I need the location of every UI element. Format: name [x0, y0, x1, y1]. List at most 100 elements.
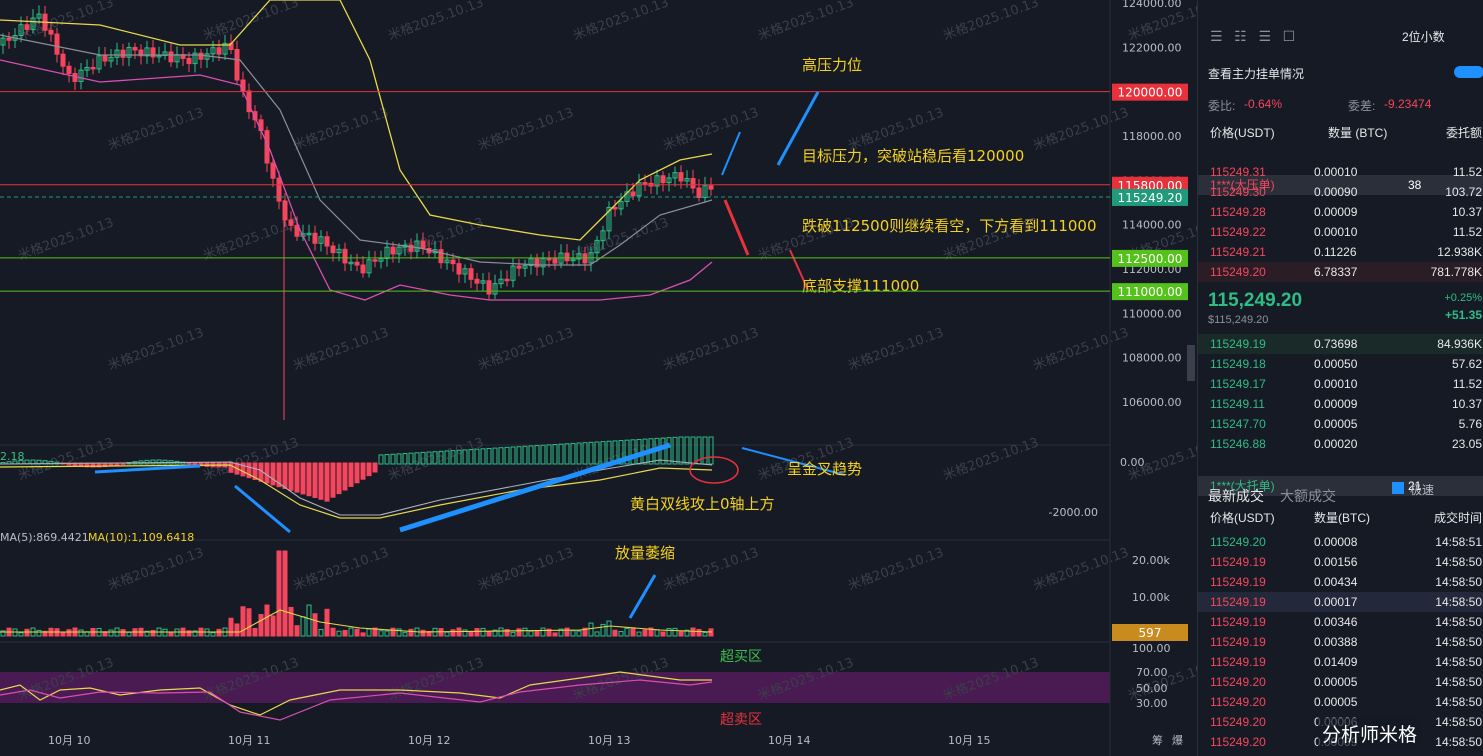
book-row[interactable]: 115249.17 0.00010 11.52: [1198, 374, 1483, 394]
checkbox[interactable]: [1392, 482, 1404, 494]
axis-label: -2000.00: [1049, 506, 1098, 519]
candle: [366, 259, 372, 274]
candle: [126, 46, 132, 58]
candle: [654, 175, 660, 187]
macd-bar: [564, 443, 570, 465]
book-row[interactable]: 115249.19 0.00156 14:58:50: [1198, 552, 1483, 572]
cell: 115249.19: [1210, 615, 1266, 629]
volume-bar: [600, 623, 606, 637]
decimals[interactable]: 2位小数: [1402, 30, 1445, 44]
candle: [630, 191, 636, 197]
price-tag: [1112, 249, 1188, 267]
book-row[interactable]: 115249.11 0.00009 10.37: [1198, 394, 1483, 414]
candle: [348, 261, 354, 265]
candle: [132, 46, 138, 51]
candle: [96, 55, 102, 70]
cell: 14:58:50: [1435, 695, 1482, 709]
macd-bar: [528, 445, 534, 465]
fast[interactable]: 极速: [1410, 483, 1435, 497]
volume-bar: [246, 608, 252, 637]
book-row[interactable]: 115249.20 6.78337 781.778K: [1198, 262, 1483, 282]
book-row[interactable]: 115249.20 0.00005 14:58:50: [1198, 672, 1483, 692]
cell: 0.73698: [1314, 337, 1358, 351]
book-row[interactable]: 115249.30 0.00090 103.72: [1198, 182, 1483, 202]
book-row[interactable]: 115249.31 0.00010 11.52: [1198, 162, 1483, 182]
candle: [72, 72, 78, 82]
book-row[interactable]: 115249.19 0.00346 14:58:50: [1198, 612, 1483, 632]
book-row[interactable]: 115249.22 0.00010 11.52: [1198, 222, 1483, 242]
volume-bar: [684, 629, 690, 637]
volume-bar: [522, 627, 528, 637]
volume-bar: [60, 631, 66, 637]
price-tag: [1112, 188, 1188, 206]
annotation: 放量萎缩: [615, 544, 675, 562]
candle: [534, 258, 540, 268]
book-row[interactable]: 115249.19 0.00017 14:58:50: [1198, 592, 1483, 612]
axis-label: 10.00k: [1132, 591, 1170, 604]
volume-bar: [546, 628, 552, 637]
tab[interactable]: 大额成交: [1280, 488, 1336, 504]
macd-bar: [306, 462, 312, 497]
cell: 14:58:50: [1435, 575, 1482, 589]
book-row[interactable]: 115249.20 0.00008 14:58:51: [1198, 532, 1483, 552]
change-pct: +0.25%: [1444, 292, 1482, 304]
header: 价格(USDT) 数量 (BTC) 委托额: [1210, 126, 1482, 140]
volume-bar: [558, 628, 564, 637]
volume-bar: [276, 550, 282, 637]
macd-bar: [192, 462, 198, 466]
candle: [660, 175, 666, 184]
ratio: -0.64%: [1244, 97, 1283, 111]
corner[interactable]: 筹: [1152, 733, 1163, 747]
book-row[interactable]: 115249.18 0.00050 57.62: [1198, 354, 1483, 374]
candle: [612, 206, 618, 210]
cell: 11.52: [1452, 165, 1482, 179]
volume-bar: [588, 622, 594, 637]
corner[interactable]: 爆: [1172, 733, 1183, 747]
macd-bar: [264, 462, 270, 484]
candle: [18, 24, 24, 37]
volume-bar: [168, 632, 174, 637]
arrow: [234, 484, 291, 534]
tab-icons[interactable]: ☰ ☷ ☰ ☐: [1210, 28, 1296, 44]
tab[interactable]: 最新成交: [1208, 488, 1264, 504]
cell: 115249.20: [1210, 535, 1266, 549]
book-row[interactable]: 115249.19 0.01409 14:58:50: [1198, 652, 1483, 672]
volume-bar: [312, 613, 318, 637]
volume-bar: [624, 627, 630, 637]
book-row[interactable]: 115249.28 0.00009 10.37: [1198, 202, 1483, 222]
volume-bar: [534, 630, 540, 637]
cell: 115249.18: [1210, 357, 1266, 371]
candle: [294, 224, 300, 237]
book-row[interactable]: 115249.20 0.00005 14:58:50: [1198, 692, 1483, 712]
cell: 115249.20: [1210, 695, 1266, 709]
collapse-handle[interactable]: [1187, 345, 1195, 381]
candle: [444, 259, 450, 264]
book-row[interactable]: 115246.88 0.00020 23.05: [1198, 434, 1483, 454]
cell: 0.00008: [1314, 535, 1358, 549]
volume-bar: [618, 631, 624, 637]
macd-bar: [558, 443, 564, 465]
macd-dif: [0, 459, 713, 516]
macd-bar: [492, 447, 498, 465]
book-row[interactable]: 115249.19 0.00434 14:58:50: [1198, 572, 1483, 592]
volume-bar: [630, 628, 636, 637]
book-row[interactable]: 115249.19 0.73698 84.936K: [1198, 334, 1483, 354]
price-axis-label: 110000.00: [1122, 307, 1182, 320]
volume-bar: [234, 623, 240, 637]
main-orders[interactable]: 查看主力挂单情况: [1208, 67, 1305, 81]
price-tag-label: 111000.00: [1118, 285, 1183, 299]
book-row[interactable]: 115247.70 0.00005 5.76: [1198, 414, 1483, 434]
volume-bar: [318, 628, 324, 637]
toggle[interactable]: [1454, 66, 1483, 78]
candle: [354, 261, 360, 266]
candle: [690, 178, 696, 189]
macd-bar: [420, 451, 426, 465]
candle: [396, 246, 402, 255]
date-label: 10月 15: [948, 734, 991, 747]
candle: [702, 185, 708, 199]
cell: 0.00156: [1314, 555, 1358, 569]
book-row[interactable]: 115249.21 0.11226 12.938K: [1198, 242, 1483, 262]
book-row[interactable]: 115249.19 0.00388 14:58:50: [1198, 632, 1483, 652]
volume-bar: [480, 627, 486, 637]
candle: [414, 240, 420, 252]
